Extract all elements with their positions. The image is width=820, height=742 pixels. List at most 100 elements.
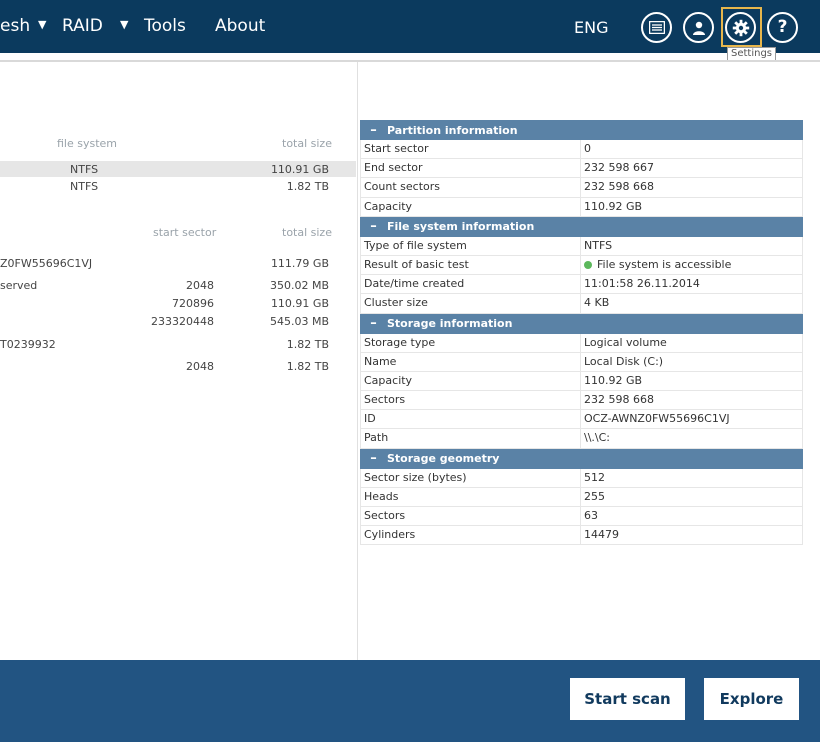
- property-value: 232 598 668: [584, 393, 654, 407]
- property-value: 232 598 667: [584, 161, 654, 175]
- property-value: Logical volume: [584, 335, 667, 349]
- log-icon: [648, 21, 665, 34]
- property-key: Path: [361, 429, 581, 448]
- menu-about[interactable]: About: [215, 16, 266, 36]
- property-row: Cluster size 4 KB: [360, 294, 803, 314]
- property-key: Capacity: [361, 371, 581, 391]
- property-value: 11:01:58 26.11.2014: [584, 277, 700, 291]
- menu-tools[interactable]: Tools: [144, 16, 186, 36]
- property-value: 110.92 GB: [584, 373, 643, 387]
- device-size[interactable]: 111.79 GB: [270, 257, 329, 270]
- property-row: Capacity 110.92 GB: [360, 371, 803, 392]
- property-value: \\.\C:: [584, 431, 611, 445]
- collapse-icon[interactable]: –: [370, 451, 377, 467]
- section-storage-geometry[interactable]: – Storage geometry: [360, 448, 803, 469]
- partition-size[interactable]: 110.91 GB: [270, 163, 329, 176]
- column-header-total-size[interactable]: total size: [282, 137, 332, 150]
- property-row: Date/time created 11:01:58 26.11.2014: [360, 275, 803, 295]
- property-value: 0: [584, 142, 591, 155]
- partition-fs[interactable]: NTFS: [70, 180, 99, 193]
- section-storage-information[interactable]: – Storage information: [360, 313, 803, 334]
- property-key: Result of basic test: [361, 255, 581, 275]
- property-row: Sector size (bytes) 512: [360, 468, 803, 488]
- property-row: ID OCZ-AWNZ0FW55696C1VJ: [360, 410, 803, 430]
- device-size[interactable]: 350.02 MB: [269, 279, 329, 292]
- column-header-total-size[interactable]: total size: [282, 226, 332, 239]
- property-key: Sector size (bytes): [361, 468, 581, 487]
- device-start[interactable]: 2048: [186, 360, 214, 373]
- collapse-icon[interactable]: –: [370, 316, 377, 331]
- explore-button[interactable]: Explore: [704, 678, 799, 720]
- log-button[interactable]: [641, 12, 672, 43]
- menu-raid[interactable]: RAID: [62, 16, 103, 36]
- property-value: 14479: [584, 528, 619, 542]
- property-key: Cylinders: [361, 526, 581, 545]
- property-row: End sector 232 598 667: [360, 159, 803, 179]
- property-value: NTFS: [584, 238, 613, 252]
- help-icon: ?: [777, 17, 788, 37]
- property-key: Type of file system: [361, 236, 581, 255]
- property-row: Type of file system NTFS: [360, 236, 803, 256]
- column-header-file-system[interactable]: file system: [57, 137, 118, 150]
- language-selector[interactable]: ENG: [574, 18, 609, 37]
- user-button[interactable]: [683, 12, 714, 43]
- partition-fs[interactable]: NTFS: [70, 163, 99, 176]
- device-size[interactable]: 110.91 GB: [270, 297, 329, 310]
- property-row: Path \\.\C:: [360, 429, 803, 449]
- property-row: Start sector 0: [360, 140, 803, 160]
- collapse-icon[interactable]: –: [370, 219, 377, 235]
- panel-divider[interactable]: [357, 62, 358, 660]
- section-title: Partition information: [387, 123, 518, 137]
- section-title: Storage information: [387, 317, 513, 330]
- device-name[interactable]: served: [0, 279, 38, 292]
- device-size[interactable]: 1.82 TB: [286, 338, 329, 351]
- divider: [0, 60, 820, 62]
- property-row: Storage type Logical volume: [360, 333, 803, 353]
- selected-row-highlight: [0, 161, 356, 177]
- property-row: Cylinders 14479: [360, 526, 803, 546]
- section-title: Storage geometry: [387, 452, 500, 466]
- device-name[interactable]: Z0FW55696C1VJ: [0, 257, 93, 270]
- device-start[interactable]: 233320448: [151, 315, 214, 328]
- property-key: Heads: [361, 487, 581, 506]
- property-value: 110.92 GB: [584, 199, 643, 213]
- device-start[interactable]: 720896: [172, 297, 214, 310]
- device-name[interactable]: T0239932: [0, 338, 56, 351]
- chevron-down-icon[interactable]: ▼: [120, 18, 129, 31]
- properties-panel: – Partition information Start sector 0 En…: [360, 120, 803, 546]
- property-value: 512: [584, 470, 605, 484]
- chevron-down-icon[interactable]: ▼: [38, 18, 47, 31]
- section-partition-information[interactable]: – Partition information: [360, 120, 803, 140]
- property-value: Local Disk (C:): [584, 354, 664, 368]
- collapse-icon[interactable]: –: [370, 122, 377, 138]
- section-file-system-information[interactable]: – File system information: [360, 216, 803, 237]
- property-key: Count sectors: [361, 178, 581, 197]
- property-key: ID: [361, 410, 581, 429]
- property-value-status: File system is accessible: [581, 256, 802, 274]
- device-size[interactable]: 545.03 MB: [269, 315, 329, 328]
- status-ok-icon: [584, 260, 592, 269]
- property-row: Heads 255: [360, 487, 803, 507]
- device-start[interactable]: 2048: [186, 279, 214, 292]
- property-key: Name: [361, 352, 581, 371]
- device-size[interactable]: 1.82 TB: [286, 360, 329, 373]
- property-row: Name Local Disk (C:): [360, 352, 803, 372]
- property-row: Result of basic test File system is acces…: [360, 255, 803, 276]
- property-row: Count sectors 232 598 668: [360, 178, 803, 198]
- settings-tooltip: Settings: [727, 47, 777, 61]
- section-title: File system information: [387, 220, 535, 234]
- property-row: Sectors 63: [360, 507, 803, 527]
- partition-size[interactable]: 1.82 TB: [286, 180, 329, 193]
- start-scan-button[interactable]: Start scan: [570, 678, 685, 720]
- property-value: 255: [584, 489, 605, 503]
- property-key: Storage type: [361, 333, 581, 352]
- property-value: 63: [584, 509, 598, 522]
- property-key: End sector: [361, 159, 581, 178]
- help-button[interactable]: ?: [767, 12, 798, 43]
- property-key: Cluster size: [361, 294, 581, 313]
- settings-button[interactable]: [725, 12, 756, 43]
- menu-refresh[interactable]: esh: [0, 16, 31, 36]
- property-key: Capacity: [361, 197, 581, 216]
- column-header-start-sector[interactable]: start sector: [153, 226, 217, 239]
- property-key: Date/time created: [361, 275, 581, 294]
